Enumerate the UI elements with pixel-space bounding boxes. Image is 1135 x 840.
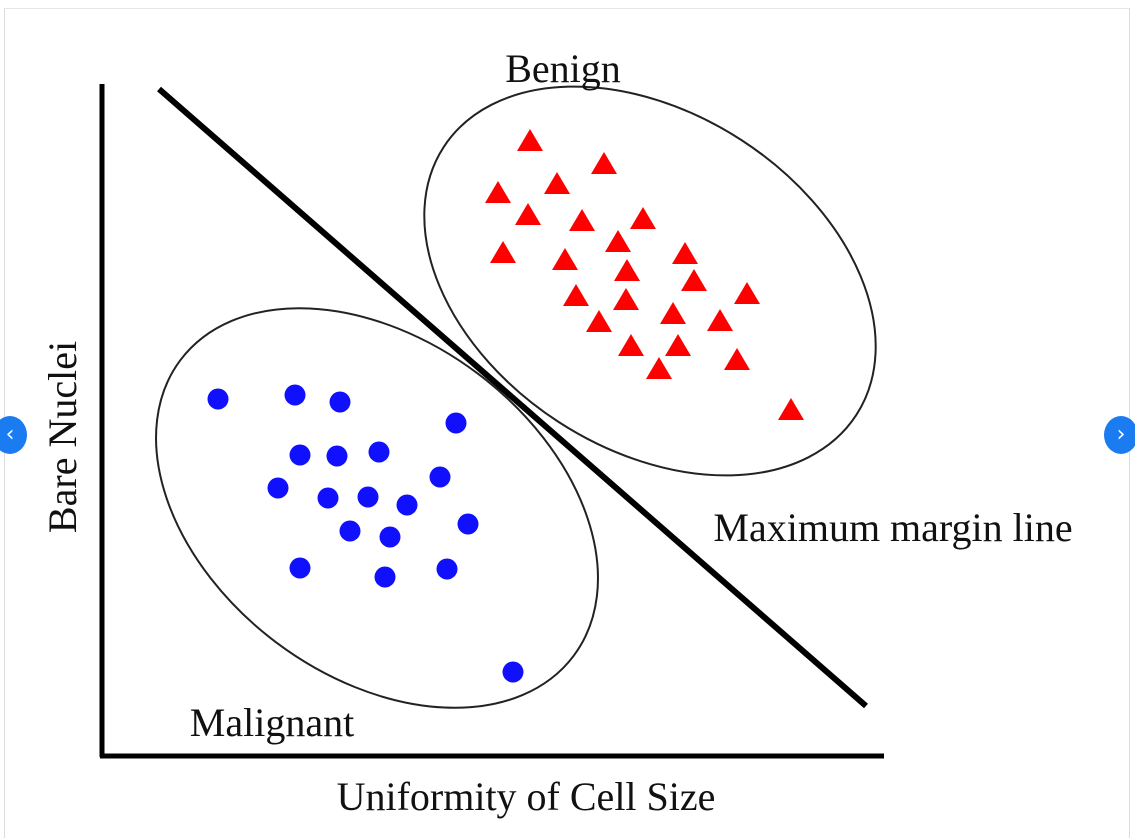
malignant-point (374, 566, 396, 588)
malignant-point (502, 661, 524, 683)
malignant-cluster-ellipse (155, 307, 599, 709)
benign-point (734, 282, 760, 304)
benign-point (485, 181, 511, 203)
y-axis-label: Bare Nuclei (40, 341, 85, 533)
malignant-point (267, 477, 289, 499)
malignant-point (329, 391, 351, 413)
benign-point (552, 248, 578, 270)
benign-cluster-ellipse (423, 85, 877, 477)
x-axis-label: Uniformity of Cell Size (337, 774, 716, 819)
benign-point (517, 129, 543, 151)
malignant-point (317, 487, 339, 509)
malignant-point (339, 520, 361, 542)
benign-point (586, 310, 612, 332)
benign-point (707, 309, 733, 331)
benign-point (490, 241, 516, 263)
benign-point (614, 259, 640, 281)
maximum-margin-line-label: Maximum margin line (713, 505, 1072, 550)
malignant-point (207, 388, 229, 410)
malignant-point (396, 494, 418, 516)
benign-label: Benign (505, 46, 621, 91)
benign-points (485, 129, 804, 420)
benign-point (672, 242, 698, 264)
figure-frame (4, 8, 1130, 838)
benign-point (618, 334, 644, 356)
benign-point (591, 152, 617, 174)
benign-point (605, 230, 631, 252)
benign-point (665, 334, 691, 356)
benign-point (646, 357, 672, 379)
malignant-point (289, 444, 311, 466)
malignant-point (429, 466, 451, 488)
benign-point (778, 398, 804, 420)
benign-point (544, 172, 570, 194)
maximum-margin-line (157, 86, 868, 709)
malignant-label: Malignant (190, 700, 354, 745)
benign-point (724, 348, 750, 370)
previous-button[interactable]: ‹ (0, 416, 27, 454)
benign-point (660, 302, 686, 324)
malignant-point (379, 526, 401, 548)
malignant-point (284, 384, 306, 406)
malignant-point (445, 412, 467, 434)
benign-point (630, 207, 656, 229)
malignant-points (207, 384, 524, 683)
benign-point (563, 284, 589, 306)
next-button[interactable]: › (1104, 416, 1135, 454)
benign-point (681, 269, 707, 291)
malignant-point (457, 513, 479, 535)
benign-point (515, 203, 541, 225)
malignant-point (289, 557, 311, 579)
benign-point (569, 209, 595, 231)
malignant-point (368, 441, 390, 463)
malignant-point (326, 445, 348, 467)
malignant-point (357, 486, 379, 508)
chevron-right-icon: › (1116, 422, 1126, 447)
malignant-point (436, 558, 458, 580)
benign-point (613, 288, 639, 310)
chevron-left-icon: ‹ (5, 422, 15, 447)
